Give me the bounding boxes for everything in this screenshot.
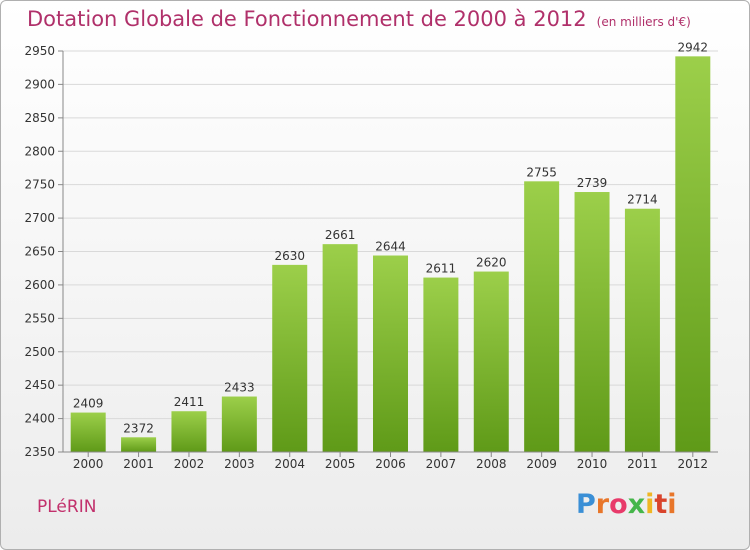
bar-2004 <box>272 264 308 452</box>
bar-2009 <box>524 181 560 452</box>
bar-2006 <box>373 255 408 452</box>
data-label-2012: 2942 <box>678 40 709 54</box>
y-tick-label: 2650 <box>24 245 55 259</box>
x-tick-label: 2005 <box>325 457 356 471</box>
data-label-2007: 2611 <box>426 262 457 276</box>
y-tick-label: 2600 <box>24 278 55 292</box>
bar-2007 <box>423 277 459 452</box>
y-tick-label: 2450 <box>24 378 55 392</box>
proxiti-logo: Proxiti <box>576 489 677 520</box>
y-tick-label: 2850 <box>24 111 55 125</box>
y-tick-label: 2400 <box>24 412 55 426</box>
logo-letter: x <box>627 489 646 520</box>
bar-layer: 2409 2372 2411 2433 2630 2661 2644 2611 2620 2755… <box>70 40 711 453</box>
y-tick-label: 2550 <box>24 311 55 325</box>
x-tick-label: 2011 <box>627 457 658 471</box>
x-tick-label: 2010 <box>577 457 608 471</box>
axis-layer: 2350 2400 2450 2500 2550 2600 2650 2700 2750 2800… <box>24 44 718 471</box>
x-tick-label: 2004 <box>274 457 305 471</box>
x-tick-label: 2000 <box>73 457 104 471</box>
title-row: Dotation Globale de Fonctionnement de 20… <box>27 7 691 31</box>
bar-2001 <box>121 437 157 452</box>
data-label-2008: 2620 <box>476 256 507 270</box>
chart-subtitle: (en milliers d'€) <box>596 15 691 29</box>
y-tick-label: 2800 <box>24 144 55 158</box>
chart-title: Dotation Globale de Fonctionnement de 20… <box>27 7 587 31</box>
bar-2012 <box>675 56 711 452</box>
bar-2003 <box>221 396 257 452</box>
x-tick-label: 2002 <box>174 457 205 471</box>
x-tick-label: 2006 <box>375 457 406 471</box>
logo-letter: i <box>667 489 677 520</box>
logo-letter: i <box>645 489 655 520</box>
data-label-2000: 2409 <box>73 397 104 411</box>
bar-2008 <box>473 271 509 452</box>
data-label-2011: 2714 <box>627 193 658 207</box>
data-label-2003: 2433 <box>224 381 255 395</box>
data-label-2010: 2739 <box>577 176 608 190</box>
x-tick-label: 2007 <box>426 457 457 471</box>
x-tick-label: 2012 <box>678 457 709 471</box>
data-label-2005: 2661 <box>325 228 356 242</box>
y-tick-label: 2900 <box>24 77 55 91</box>
logo-letter: o <box>609 489 628 520</box>
bar-2010 <box>574 192 610 453</box>
logo-letter: P <box>576 489 596 520</box>
data-label-2009: 2755 <box>526 165 557 179</box>
x-tick-label: 2001 <box>123 457 154 471</box>
y-tick-label: 2950 <box>24 44 55 58</box>
logo-letter: r <box>595 489 610 520</box>
y-tick-label: 2500 <box>24 345 55 359</box>
x-tick-label: 2009 <box>526 457 557 471</box>
data-label-2006: 2644 <box>375 240 406 254</box>
bar-2011 <box>624 208 660 452</box>
bar-2005 <box>322 244 358 452</box>
x-tick-label: 2003 <box>224 457 255 471</box>
y-tick-label: 2350 <box>24 445 55 459</box>
x-tick-label: 2008 <box>476 457 507 471</box>
y-tick-label: 2750 <box>24 178 55 192</box>
logo-letter: t <box>654 489 668 520</box>
bar-2000 <box>70 412 106 452</box>
data-label-2004: 2630 <box>274 249 305 263</box>
bar-2002 <box>171 411 207 452</box>
commune-name: PLéRIN <box>37 497 97 517</box>
y-tick-label: 2700 <box>24 211 55 225</box>
data-label-2001: 2372 <box>123 421 154 435</box>
data-label-2002: 2411 <box>174 395 205 409</box>
